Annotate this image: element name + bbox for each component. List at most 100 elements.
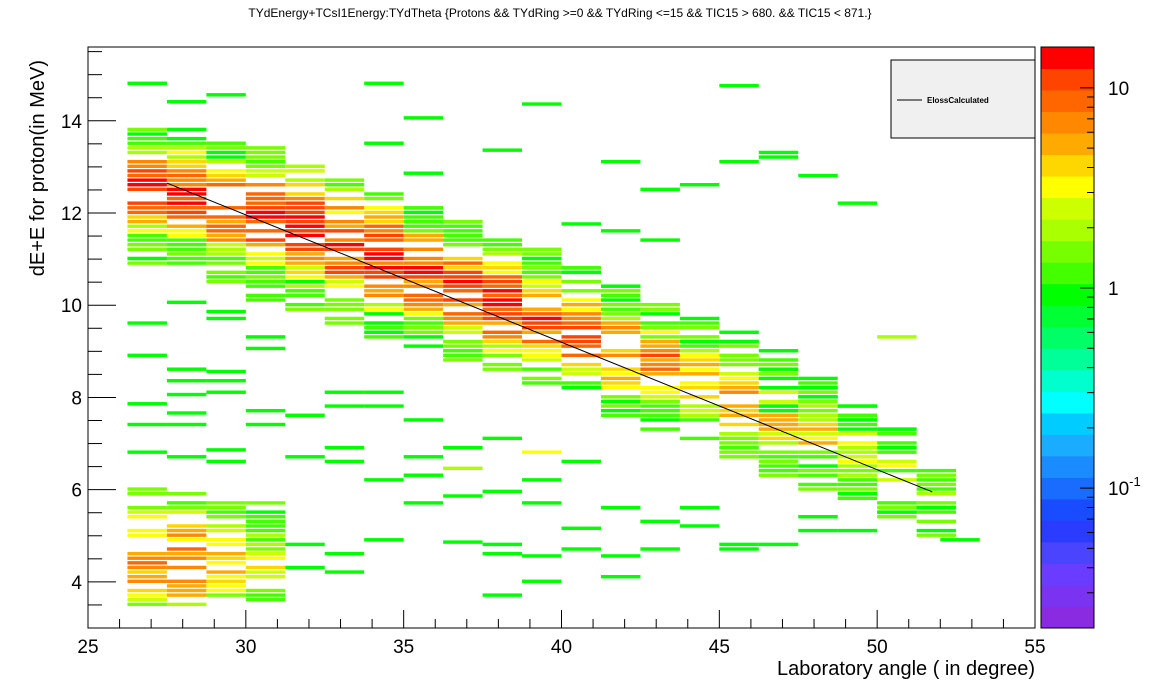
histogram-bin xyxy=(443,312,483,316)
histogram-bin xyxy=(364,284,404,288)
histogram-bin xyxy=(916,528,957,533)
histogram-bin xyxy=(403,307,444,311)
y-tick-label: 6 xyxy=(71,481,82,502)
histogram-bin xyxy=(798,390,838,394)
histogram-bin xyxy=(206,379,246,383)
histogram-bin xyxy=(443,540,483,544)
histogram-bin xyxy=(916,501,957,505)
histogram-bin xyxy=(364,141,404,145)
colorbar-segment xyxy=(1041,326,1094,349)
histogram-bin xyxy=(364,238,404,242)
histogram-bin xyxy=(206,570,246,574)
histogram-bin xyxy=(798,436,838,441)
histogram-bin xyxy=(127,247,167,251)
histogram-bin xyxy=(719,159,759,164)
histogram-bin xyxy=(285,455,325,459)
histogram-bin xyxy=(798,385,838,390)
histogram-bin xyxy=(285,293,325,298)
histogram-bin xyxy=(166,411,207,415)
histogram-bin xyxy=(403,266,444,270)
histogram-bin xyxy=(640,349,680,353)
legend: ElossCalculated xyxy=(890,59,1036,139)
histogram-bin xyxy=(166,192,207,196)
histogram-bin xyxy=(758,459,799,464)
histogram-bin xyxy=(206,579,246,583)
histogram-bin xyxy=(166,501,207,505)
histogram-bin xyxy=(166,150,207,155)
histogram-bin xyxy=(127,321,167,325)
histogram-bin xyxy=(364,247,404,251)
histogram-bin xyxy=(916,478,957,482)
histogram-bin xyxy=(482,284,523,288)
histogram-bin xyxy=(285,279,325,284)
histogram-bin xyxy=(758,413,799,417)
histogram-bin xyxy=(403,210,444,215)
histogram-bin xyxy=(245,173,286,178)
histogram-bin xyxy=(679,436,720,441)
histogram-bin xyxy=(166,155,207,159)
histogram-bin xyxy=(127,533,167,537)
histogram-bin xyxy=(482,238,523,242)
histogram-bin xyxy=(719,441,759,445)
histogram-bin xyxy=(600,408,641,413)
histogram-bin xyxy=(206,159,246,164)
histogram-bin xyxy=(206,275,246,279)
histogram-bin xyxy=(640,358,680,362)
histogram-bin xyxy=(877,468,917,473)
histogram-bin xyxy=(600,330,641,334)
histogram-bin xyxy=(837,432,878,436)
histogram-bin xyxy=(600,554,641,558)
histogram-bin xyxy=(522,367,562,371)
colorbar-segment xyxy=(1041,47,1094,70)
histogram-bin xyxy=(285,261,325,265)
histogram-bin xyxy=(245,155,286,159)
histogram-bin xyxy=(443,316,483,321)
histogram-bin xyxy=(324,321,365,325)
histogram-bin xyxy=(206,169,246,173)
histogram-bin xyxy=(443,302,483,307)
histogram-bin xyxy=(403,116,444,120)
histogram-bin xyxy=(443,261,483,265)
histogram-bin xyxy=(522,358,562,362)
histogram-bin xyxy=(561,307,601,311)
histogram-bin xyxy=(285,169,325,173)
histogram-bin xyxy=(798,528,838,533)
histogram-bin xyxy=(127,256,167,261)
histogram-bin xyxy=(798,468,838,473)
histogram-bin xyxy=(127,183,167,187)
histogram-bin xyxy=(166,422,207,427)
histogram-bin xyxy=(166,169,207,173)
histogram-bin xyxy=(245,298,286,302)
histogram-bin xyxy=(877,445,917,450)
histogram-bin xyxy=(403,275,444,279)
x-tick-label: 55 xyxy=(1024,637,1045,658)
histogram-bin xyxy=(166,528,207,533)
histogram-bin xyxy=(324,261,365,265)
histogram-bin xyxy=(285,289,325,293)
histogram-bin xyxy=(719,422,759,427)
histogram-bin xyxy=(600,404,641,408)
histogram-bin xyxy=(285,413,325,417)
histogram-bin xyxy=(640,339,680,344)
histogram-bin xyxy=(324,570,365,574)
histogram-bin xyxy=(364,307,404,311)
histogram-bin xyxy=(640,404,680,408)
histogram-bin xyxy=(758,432,799,436)
histogram-bin xyxy=(245,538,286,542)
histogram-bin xyxy=(127,528,167,533)
histogram-bin xyxy=(443,229,483,233)
histogram-bin xyxy=(443,321,483,325)
histogram-bin xyxy=(758,349,799,353)
legend-box xyxy=(890,59,1036,139)
histogram-bin xyxy=(522,381,562,385)
histogram-bin xyxy=(127,132,167,136)
histogram-bin xyxy=(522,270,562,275)
histogram-bin xyxy=(403,233,444,238)
histogram-bin xyxy=(324,551,365,556)
histogram-bin xyxy=(245,261,286,265)
histogram-bin xyxy=(166,233,207,238)
histogram-bin xyxy=(245,201,286,205)
histogram-bin xyxy=(127,588,167,593)
histogram-bin xyxy=(324,178,365,182)
histogram-bin xyxy=(206,219,246,224)
